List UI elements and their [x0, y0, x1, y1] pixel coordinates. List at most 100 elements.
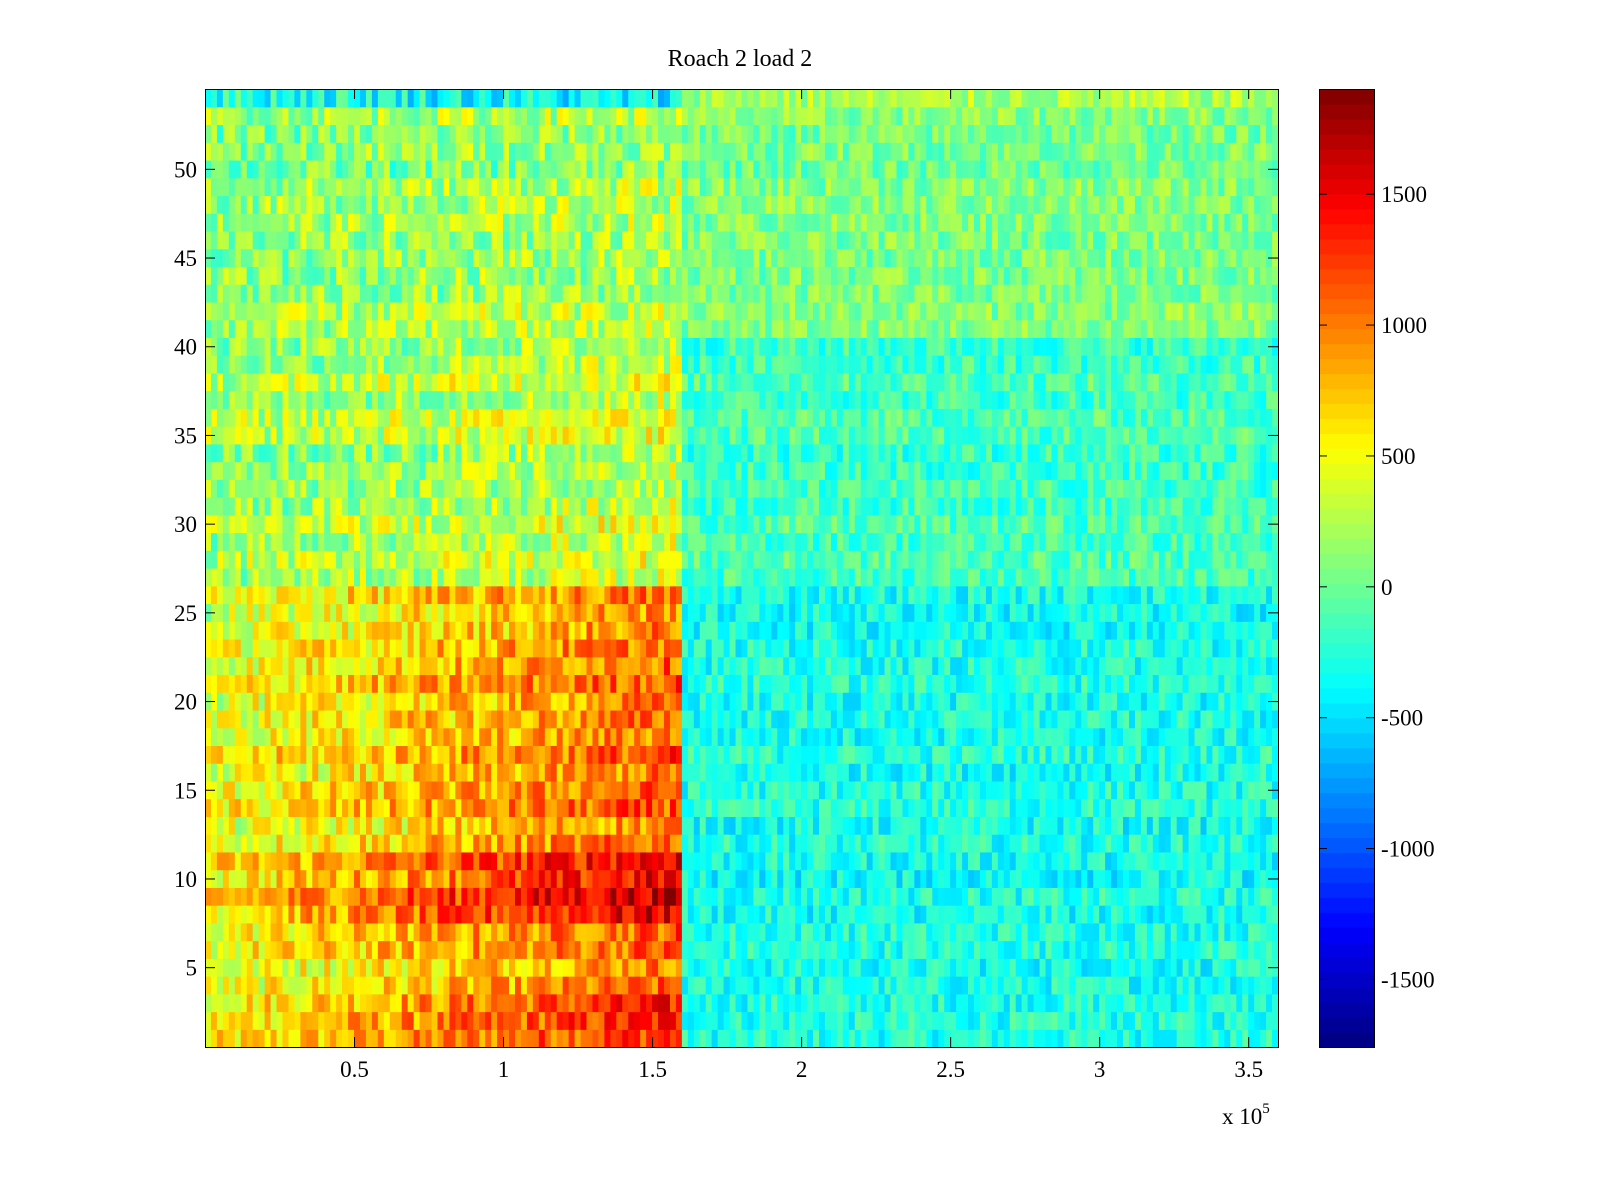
- heatmap-cell: [318, 603, 325, 622]
- heatmap-cell: [997, 1029, 1005, 1048]
- heatmap-cell: [818, 709, 826, 729]
- heatmap-cell: [550, 816, 558, 835]
- heatmap-cell: [687, 993, 695, 1013]
- heatmap-cell: [1254, 692, 1261, 711]
- heatmap-cell: [473, 869, 480, 888]
- heatmap-cell: [747, 621, 755, 640]
- heatmap-cell: [377, 780, 385, 800]
- heatmap-cell: [234, 1011, 242, 1030]
- heatmap-cell: [276, 709, 284, 729]
- heatmap-cell: [1212, 1011, 1219, 1030]
- heatmap-cell: [598, 603, 605, 622]
- heatmap-cell: [1045, 603, 1053, 622]
- heatmap-cell: [365, 745, 373, 764]
- heatmap-cell: [497, 585, 504, 605]
- heatmap-cell: [1093, 656, 1100, 676]
- heatmap-cell: [669, 727, 677, 747]
- heatmap-cell: [1146, 940, 1154, 959]
- heatmap-cell: [1063, 1029, 1070, 1048]
- heatmap-cell: [234, 638, 242, 658]
- heatmap-cell: [962, 869, 969, 888]
- heatmap-cell: [383, 656, 391, 676]
- heatmap-cell: [395, 656, 403, 676]
- heatmap-cell: [1075, 621, 1082, 640]
- heatmap-cell: [824, 993, 832, 1013]
- heatmap-cell: [777, 745, 784, 764]
- heatmap-cell: [431, 763, 439, 782]
- heatmap-cell: [1248, 922, 1255, 942]
- heatmap-cell: [652, 709, 659, 729]
- heatmap-cell: [1212, 585, 1219, 605]
- heatmap-cell: [443, 851, 450, 871]
- heatmap-cell: [944, 656, 951, 676]
- heatmap-cell: [884, 940, 892, 959]
- heatmap-cell: [282, 585, 290, 605]
- heatmap-cell: [306, 851, 313, 871]
- heatmap-cell: [848, 745, 856, 764]
- heatmap-cell: [1003, 1029, 1011, 1048]
- heatmap-cell: [258, 550, 266, 569]
- heatmap-cell: [210, 1029, 218, 1048]
- heatmap-cell: [854, 851, 862, 871]
- heatmap-cell: [354, 834, 361, 853]
- heatmap-cell: [1236, 798, 1243, 817]
- heatmap-cell: [437, 603, 445, 622]
- heatmap-cell: [503, 798, 510, 817]
- heatmap-cell: [604, 585, 611, 605]
- heatmap-cell: [747, 638, 755, 658]
- heatmap-cell: [1057, 638, 1064, 658]
- heatmap-cell: [455, 656, 462, 676]
- heatmap-cell: [1140, 585, 1148, 605]
- heatmap-cell: [550, 905, 558, 924]
- heatmap-cell: [538, 887, 546, 906]
- heatmap-cell: [920, 869, 927, 888]
- heatmap-cell: [860, 940, 868, 959]
- heatmap-cell: [491, 958, 498, 977]
- heatmap-cell: [1224, 1011, 1231, 1030]
- heatmap-cell: [759, 656, 766, 676]
- heatmap-cell: [1248, 1011, 1255, 1030]
- heatmap-cell: [205, 745, 212, 764]
- heatmap-cell: [777, 1029, 784, 1048]
- heatmap-cell: [896, 621, 904, 640]
- heatmap-cell: [729, 993, 737, 1013]
- heatmap-cell: [741, 1011, 749, 1030]
- heatmap-cell: [818, 834, 826, 853]
- heatmap-cell: [240, 745, 248, 764]
- heatmap-cell: [336, 922, 343, 942]
- heatmap-cell: [997, 1011, 1005, 1030]
- heatmap-cell: [377, 887, 385, 906]
- heatmap-cell: [252, 763, 260, 782]
- heatmap-cell: [646, 940, 653, 959]
- heatmap-cell: [801, 745, 808, 764]
- heatmap-cell: [395, 922, 403, 942]
- heatmap-cell: [610, 763, 617, 782]
- heatmap-cell: [342, 603, 349, 622]
- heatmap-cell: [1128, 745, 1136, 764]
- heatmap-cell: [1152, 905, 1160, 924]
- heatmap-cell: [1027, 905, 1035, 924]
- heatmap-cell: [580, 621, 588, 640]
- heatmap-cell: [1158, 603, 1166, 622]
- heatmap-cell: [872, 621, 880, 640]
- heatmap-cell: [1033, 656, 1041, 676]
- heatmap-cell: [1027, 692, 1035, 711]
- heatmap-cell: [532, 568, 540, 587]
- heatmap-cell: [348, 656, 355, 676]
- heatmap-cell: [723, 905, 731, 924]
- heatmap-cell: [878, 568, 886, 587]
- heatmap-cell: [735, 763, 743, 782]
- heatmap-cell: [264, 834, 272, 853]
- heatmap-cell: [1182, 745, 1190, 764]
- heatmap-cell: [1069, 674, 1076, 693]
- heatmap-cell: [848, 692, 856, 711]
- heatmap-cell: [658, 1011, 665, 1030]
- heatmap-cell: [1152, 887, 1160, 906]
- heatmap-cell: [1272, 656, 1279, 676]
- heatmap-cell: [538, 993, 546, 1013]
- heatmap-cell: [1009, 940, 1017, 959]
- heatmap-cell: [252, 1011, 260, 1030]
- heatmap-cell: [753, 1029, 760, 1048]
- heatmap-cell: [890, 709, 898, 729]
- heatmap-cell: [240, 1029, 248, 1048]
